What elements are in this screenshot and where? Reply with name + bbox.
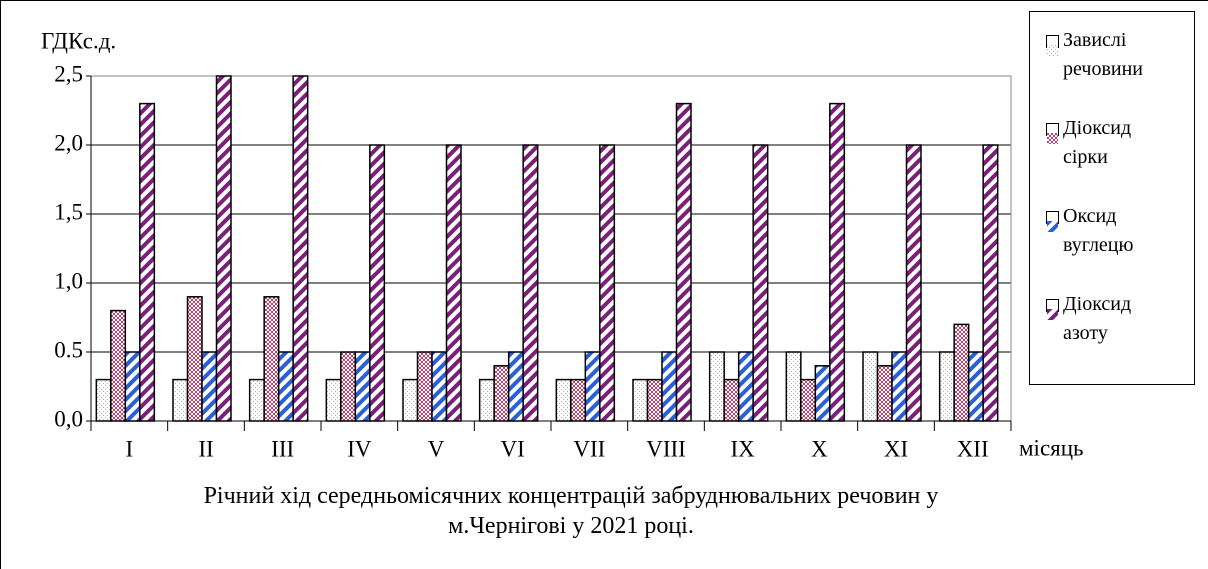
bar xyxy=(172,378,189,422)
bar xyxy=(661,351,678,422)
bar xyxy=(785,351,802,422)
y-tick-label: 0,0 xyxy=(54,406,83,431)
bar xyxy=(876,365,893,422)
bar xyxy=(752,144,769,422)
x-tick-label: IV xyxy=(347,436,372,461)
x-tick-label: VIII xyxy=(646,436,686,461)
bar xyxy=(340,351,357,422)
legend-label: Оксид вуглецю xyxy=(1063,205,1134,256)
chart-title: Річний хід середньомісячних концентрацій… xyxy=(203,483,939,539)
bar xyxy=(507,351,524,422)
bar xyxy=(584,351,601,422)
x-tick-label: IX xyxy=(731,436,756,461)
legend-swatch xyxy=(1046,299,1059,320)
legend-item: Оксид вуглецю xyxy=(1046,202,1188,290)
legend-item: Діоксид сірки xyxy=(1046,114,1188,202)
x-tick-label: III xyxy=(271,436,294,461)
x-tick-label: V xyxy=(428,436,445,461)
bar xyxy=(431,351,448,422)
bar xyxy=(402,378,419,422)
legend-item: Завислі речовини xyxy=(1046,26,1188,114)
bar xyxy=(737,351,754,422)
bar xyxy=(110,309,127,422)
bar xyxy=(723,378,740,422)
y-tick-label: 2,5 xyxy=(54,61,83,86)
x-tick-label: VII xyxy=(573,436,605,461)
bar xyxy=(215,75,232,422)
bar xyxy=(555,378,572,422)
bar xyxy=(416,351,433,422)
bar xyxy=(369,144,386,422)
bar xyxy=(632,378,649,422)
legend-label: Діоксид азоту xyxy=(1063,293,1132,344)
bar xyxy=(646,378,663,422)
bar xyxy=(277,351,294,422)
bar xyxy=(248,378,265,422)
bar xyxy=(354,351,371,422)
x-tick-label: VI xyxy=(501,436,525,461)
bar xyxy=(814,365,831,422)
bar xyxy=(522,144,539,422)
bar xyxy=(445,144,462,422)
bar xyxy=(953,323,970,422)
bar xyxy=(570,378,587,422)
legend-label: Діоксид сірки xyxy=(1063,117,1132,168)
bar xyxy=(325,378,342,422)
legend-label: Завислі речовини xyxy=(1063,29,1143,80)
bar xyxy=(982,144,999,422)
legend-swatch xyxy=(1046,35,1059,56)
x-tick-label: II xyxy=(198,436,213,461)
bar xyxy=(708,351,725,422)
y-tick-label: 1,0 xyxy=(54,268,83,293)
y-tick-label: 2,0 xyxy=(54,130,83,155)
bar xyxy=(263,296,280,422)
bar xyxy=(95,378,112,422)
bar xyxy=(124,351,141,422)
bar xyxy=(493,365,510,422)
legend-swatch xyxy=(1046,211,1059,232)
legend: Завислі речовини Діоксид сірки Оксид вугле… xyxy=(1029,11,1195,385)
legend-swatch xyxy=(1046,123,1059,144)
y-axis-label: ГДКс.д. xyxy=(41,28,116,53)
bar xyxy=(938,351,955,422)
x-tick-label: XII xyxy=(957,436,989,461)
bar xyxy=(139,102,156,422)
x-tick-label: X xyxy=(811,436,828,461)
y-tick-label: 0.5 xyxy=(54,337,83,362)
bar xyxy=(967,351,984,422)
bar xyxy=(478,378,495,422)
x-tick-label: XI xyxy=(884,436,908,461)
bar xyxy=(829,102,846,422)
y-tick-label: 1,5 xyxy=(54,199,83,224)
bar xyxy=(186,296,203,422)
bar xyxy=(891,351,908,422)
bar xyxy=(800,378,817,422)
bar xyxy=(862,351,879,422)
bar xyxy=(675,102,692,422)
x-tick-label: I xyxy=(125,436,133,461)
legend-item: Діоксид азоту xyxy=(1046,290,1188,378)
bar xyxy=(201,351,218,422)
bar xyxy=(292,75,309,422)
bar xyxy=(599,144,616,422)
x-axis-label: місяць xyxy=(1019,435,1084,460)
bar xyxy=(905,144,922,422)
